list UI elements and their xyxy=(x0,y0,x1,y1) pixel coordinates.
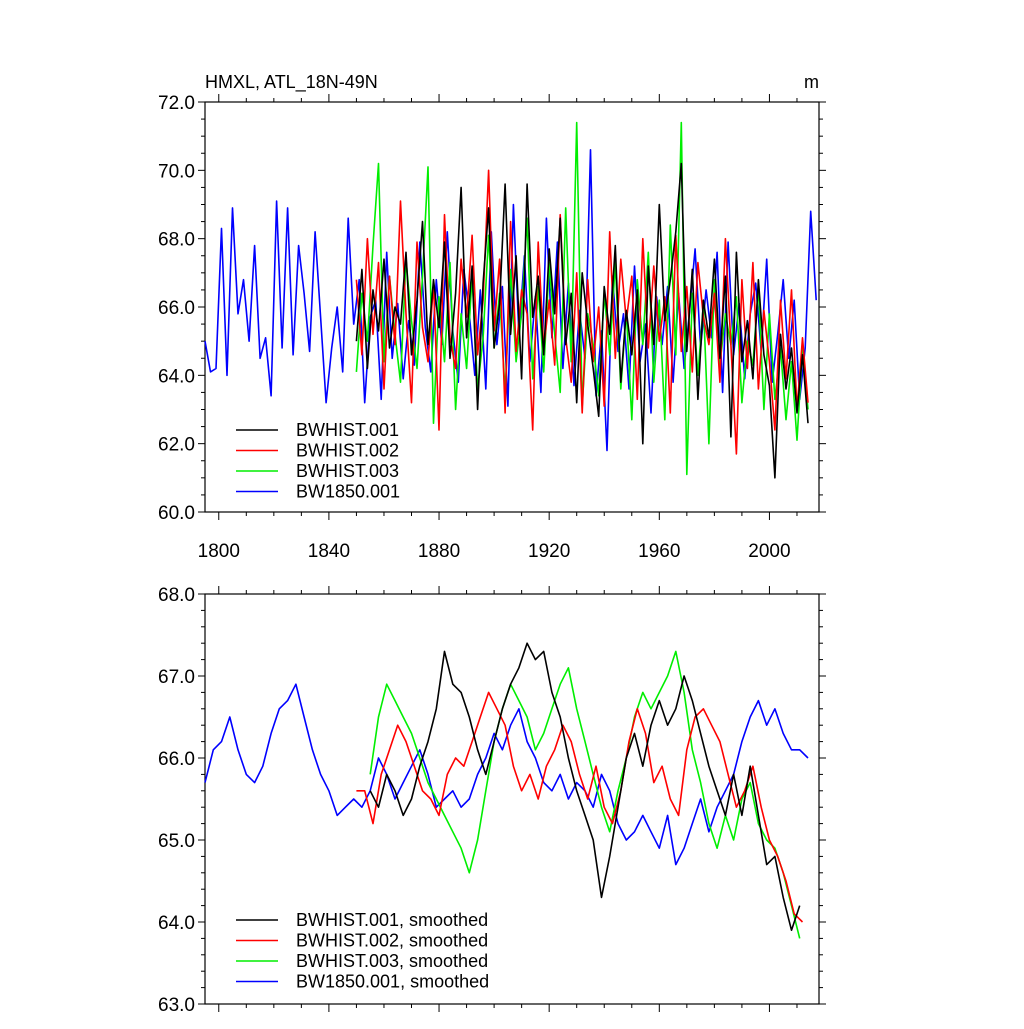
legend-label: BW1850.001, smoothed xyxy=(296,972,489,992)
units-label: m xyxy=(804,72,819,92)
x-axis xyxy=(218,586,798,1012)
x-tick-label: 1960 xyxy=(638,541,680,562)
legend-label: BWHIST.001, smoothed xyxy=(296,910,488,930)
y-tick-label: 66.0 xyxy=(158,749,195,770)
x-axis: 1800 1840 1880 1920 1960 2000 xyxy=(198,94,798,562)
series-line xyxy=(369,650,801,939)
y-tick-label: 68.0 xyxy=(158,585,195,606)
y-tick-label: 66.0 xyxy=(158,298,195,319)
y-tick-label: 64.0 xyxy=(158,366,195,387)
x-tick-label: 1920 xyxy=(528,541,570,562)
legend-label: BW1850.001 xyxy=(296,482,400,502)
x-tick-label: 2000 xyxy=(748,541,790,562)
legend-label: BWHIST.003 xyxy=(296,461,399,481)
y-tick-label: 65.0 xyxy=(158,831,195,852)
series-layer xyxy=(204,121,817,479)
legend-label: BWHIST.002, smoothed xyxy=(296,931,488,951)
plot-frame xyxy=(204,593,820,1005)
legend-label: BWHIST.001 xyxy=(296,420,399,440)
x-tick-label: 1800 xyxy=(198,541,240,562)
y-tick-label: 64.0 xyxy=(158,913,195,934)
y-axis: 60.0 62.0 64.0 66.0 68.0 70.0 72.0 xyxy=(158,93,826,524)
legend-label: BWHIST.002 xyxy=(296,441,399,461)
legend-label: BWHIST.003, smoothed xyxy=(296,951,488,971)
y-tick-label: 68.0 xyxy=(158,230,195,251)
y-tick-label: 63.0 xyxy=(158,995,195,1016)
y-tick-label: 72.0 xyxy=(158,93,195,114)
y-tick-label: 70.0 xyxy=(158,161,195,182)
bottom-panel: 63.0 64.0 65.0 66.0 67.0 68.0 BWHIST.001, smo… xyxy=(158,585,826,1016)
series-layer xyxy=(204,642,809,939)
x-tick-label: 1840 xyxy=(308,541,350,562)
x-tick-label: 1880 xyxy=(418,541,460,562)
series-line xyxy=(355,162,809,479)
y-axis: 63.0 64.0 65.0 66.0 67.0 68.0 xyxy=(158,585,826,1016)
y-tick-label: 62.0 xyxy=(158,435,195,456)
y-tick-label: 67.0 xyxy=(158,667,195,688)
top-panel: HMXL, ATL_18N-49N m 60.0 62.0 64.0 66.0 68.0… xyxy=(158,72,826,562)
chart-title: HMXL, ATL_18N-49N xyxy=(205,72,378,93)
y-tick-label: 60.0 xyxy=(158,503,195,524)
series-line xyxy=(204,683,809,866)
series-line xyxy=(356,691,804,923)
series-line xyxy=(369,642,801,932)
